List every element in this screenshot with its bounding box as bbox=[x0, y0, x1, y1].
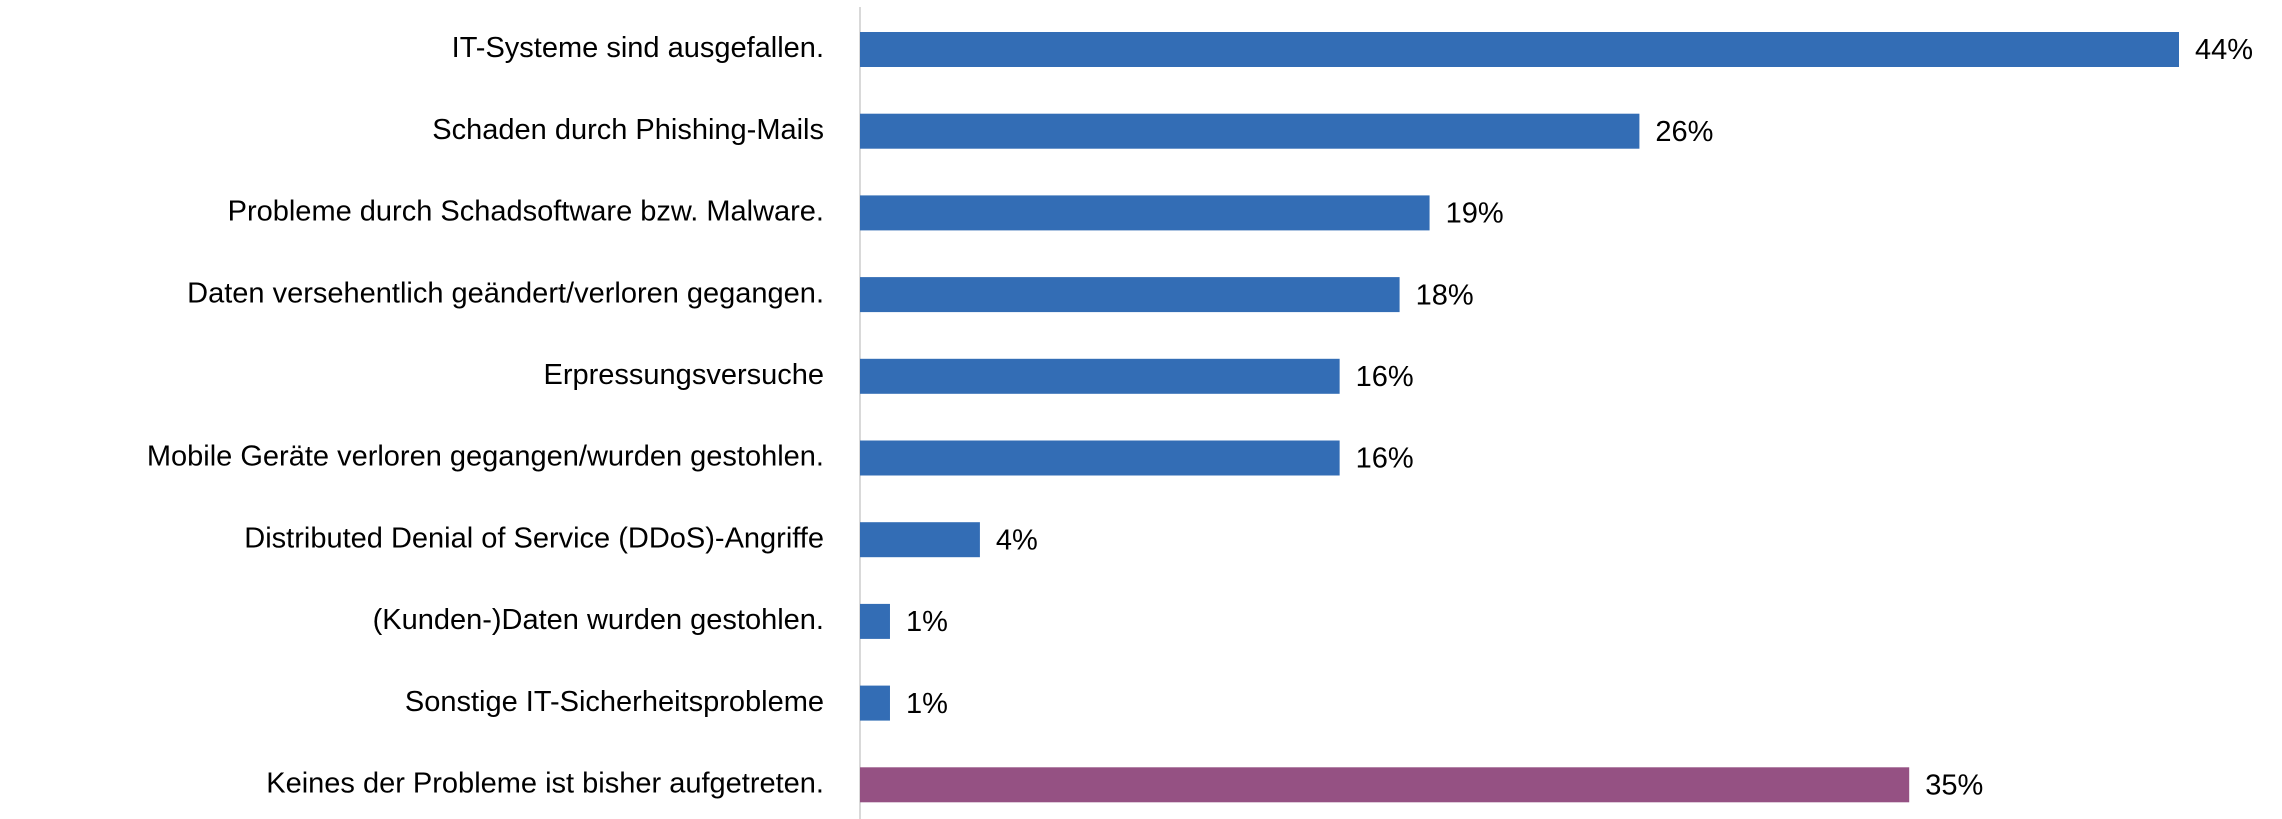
category-label: Probleme durch Schadsoftware bzw. Malwar… bbox=[228, 196, 824, 228]
value-label: 35% bbox=[1925, 769, 1983, 801]
bar bbox=[860, 603, 890, 639]
category-label: Distributed Denial of Service (DDoS)-Ang… bbox=[244, 522, 824, 554]
value-label: 1% bbox=[906, 688, 948, 720]
value-label: 19% bbox=[1446, 198, 1504, 230]
category-label: Mobile Geräte verloren gegangen/wurden g… bbox=[147, 441, 824, 473]
value-label: 16% bbox=[1356, 443, 1414, 475]
bar bbox=[860, 522, 980, 558]
value-label: 18% bbox=[1416, 279, 1474, 311]
category-label: Keines der Probleme ist bisher aufgetret… bbox=[266, 767, 824, 799]
category-label: (Kunden-)Daten wurden gestohlen. bbox=[373, 604, 824, 636]
bar bbox=[860, 32, 2179, 67]
bar bbox=[860, 195, 1430, 231]
category-label: Schaden durch Phishing-Mails bbox=[432, 114, 824, 146]
bar bbox=[860, 277, 1400, 313]
value-label: 26% bbox=[1655, 116, 1713, 148]
category-label: Daten versehentlich geändert/verloren ge… bbox=[187, 277, 824, 309]
bar bbox=[860, 113, 1640, 149]
value-label: 4% bbox=[996, 524, 1038, 556]
bar bbox=[860, 358, 1340, 394]
bar bbox=[860, 685, 890, 721]
bar bbox=[860, 440, 1340, 476]
bar bbox=[860, 767, 1910, 803]
category-label: Sonstige IT-Sicherheitsprobleme bbox=[405, 686, 824, 718]
category-label: IT-Systeme sind ausgefallen. bbox=[452, 32, 824, 64]
category-label: Erpressungsversuche bbox=[544, 359, 824, 391]
value-label: 44% bbox=[2195, 34, 2253, 66]
value-label: 16% bbox=[1356, 361, 1414, 393]
value-label: 1% bbox=[906, 606, 948, 638]
